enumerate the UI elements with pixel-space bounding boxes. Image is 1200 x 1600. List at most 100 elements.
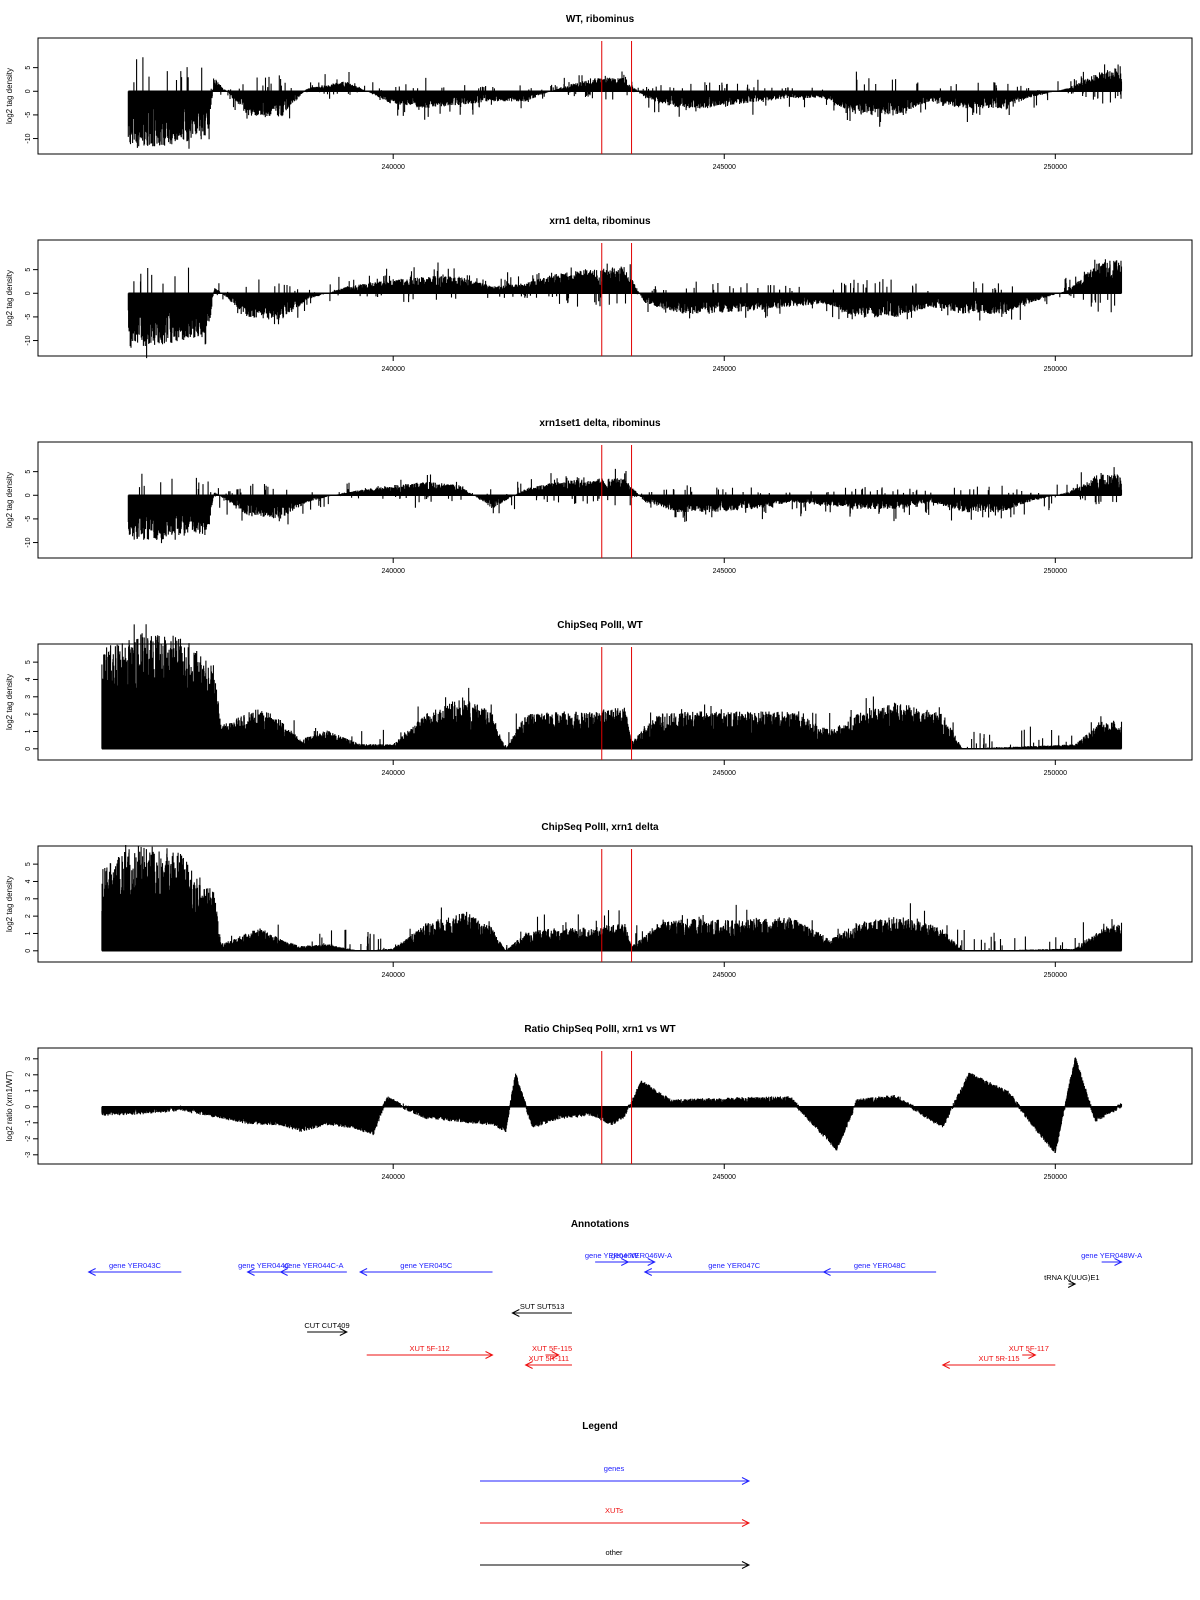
x-tick-label: 240000 [382, 1174, 405, 1181]
y-tick-label: 1 [25, 931, 32, 935]
arrowhead-icon [87, 1268, 96, 1276]
y-axis-label: log2 ratio (xrn1/WT) [5, 1070, 14, 1141]
y-tick-label: 1 [25, 729, 32, 733]
chart-title: Ratio ChipSeq PolII, xrn1 vs WT [524, 1024, 675, 1035]
feature-label: XUT 5F-115 [532, 1344, 572, 1353]
feature-gene: gene YER043C [87, 1261, 182, 1276]
chart-panel-4: ChipSeq PolII, WT log2 tag density 0 1 2 3 4 5 2… [5, 620, 1193, 777]
y-tick-label: 0 [25, 89, 32, 93]
y-axis-label: log2 tag density [5, 876, 14, 932]
arrowhead-icon [647, 1258, 656, 1266]
plot-frame [37, 441, 1193, 559]
arrowhead-icon [643, 1268, 653, 1276]
y-tick-label: 4 [25, 677, 32, 681]
x-tick-label: 245000 [713, 366, 736, 373]
y-axis-label: log2 tag density [5, 270, 14, 326]
arrowhead-icon [621, 1258, 630, 1266]
chart-panel-1: WT, ribominus log2 tag density -10 -5 0 5 2400… [5, 14, 1193, 171]
chart-title: xrn1set1 delta, ribominus [539, 418, 661, 429]
x-tick-label: 240000 [382, 770, 405, 777]
y-tick-label: 3 [25, 897, 32, 901]
feature-gene: gene YER044C-A [279, 1261, 347, 1276]
plot-frame [37, 1047, 1193, 1165]
arrowhead-icon [822, 1268, 831, 1276]
legend-label: other [605, 1548, 623, 1557]
feature-xut: XUT 5F-117 [1009, 1344, 1049, 1359]
x-tick-label: 240000 [382, 366, 405, 373]
arrowhead-icon [741, 1519, 751, 1527]
feature-label: gene YER046W-A [611, 1251, 672, 1260]
feature-other: tRNA K(UUG)E1 [1044, 1273, 1100, 1288]
y-tick-label: 2 [25, 914, 32, 918]
x-tick-label: 245000 [713, 1174, 736, 1181]
chart-panel-5: ChipSeq PolII, xrn1 delta log2 tag densit… [5, 822, 1193, 979]
y-tick-label: 2 [25, 712, 32, 716]
signal-bars [101, 624, 1123, 749]
signal-bars [101, 845, 1123, 951]
y-tick-label: -1 [25, 1120, 32, 1126]
y-tick-label: 4 [25, 879, 32, 883]
feature-gene: gene YER046W-A [611, 1251, 672, 1266]
legend-item: XUTs [480, 1506, 751, 1527]
arrowhead-icon [741, 1561, 751, 1569]
arrowhead-icon [1028, 1351, 1037, 1359]
y-tick-label: 0 [25, 291, 32, 295]
feature-xut: XUT 5R-111 [524, 1354, 572, 1369]
signal-bars [101, 1057, 1123, 1153]
feature-label: gene YER047C [708, 1261, 761, 1270]
y-tick-label: 1 [25, 1089, 32, 1093]
y-tick-label: 2 [25, 1073, 32, 1077]
chart-panel-3: xrn1set1 delta, ribominus log2 tag densit… [5, 418, 1193, 575]
x-tick-label: 245000 [713, 568, 736, 575]
feature-other: SUT SUT513 [511, 1302, 572, 1317]
legend-title: Legend [582, 1421, 618, 1432]
x-tick-label: 250000 [1044, 164, 1067, 171]
y-tick-label: -5 [25, 314, 32, 320]
arrowhead-icon [339, 1328, 348, 1336]
x-tick-label: 250000 [1044, 770, 1067, 777]
feature-xut: XUT 5R-115 [941, 1354, 1056, 1369]
arrowhead-icon [279, 1268, 288, 1276]
feature-label: XUT 5F-112 [410, 1344, 450, 1353]
chart-title: xrn1 delta, ribominus [549, 216, 651, 227]
y-tick-label: 3 [25, 695, 32, 699]
legend-item: genes [480, 1464, 751, 1485]
x-tick-label: 250000 [1044, 366, 1067, 373]
y-tick-label: -5 [25, 112, 32, 118]
arrowhead-icon [551, 1351, 560, 1359]
feature-label: gene YER048W-A [1081, 1251, 1142, 1260]
arrowhead-icon [358, 1268, 368, 1276]
y-tick-label: 0 [25, 949, 32, 953]
y-tick-label: -5 [25, 516, 32, 522]
feature-label: CUT CUT409 [304, 1321, 349, 1330]
feature-label: XUT 5R-111 [529, 1354, 569, 1363]
feature-label: XUT 5F-117 [1009, 1344, 1049, 1353]
annotations-title: Annotations [571, 1219, 630, 1230]
feature-gene: gene YER048C [822, 1261, 937, 1276]
y-tick-label: 0 [25, 493, 32, 497]
y-tick-label: -2 [25, 1136, 32, 1142]
chart-title: WT, ribominus [566, 14, 635, 25]
arrowhead-icon [1067, 1280, 1077, 1288]
y-tick-label: 5 [25, 66, 32, 70]
y-tick-label: 5 [25, 660, 32, 664]
legend-item: other [480, 1548, 751, 1569]
y-tick-label: -10 [25, 335, 32, 345]
feature-label: gene YER045C [400, 1261, 453, 1270]
arrowhead-icon [741, 1477, 751, 1485]
x-tick-label: 250000 [1044, 1174, 1067, 1181]
x-tick-label: 245000 [713, 164, 736, 171]
feature-gene: gene YER047C [643, 1261, 824, 1276]
feature-xut: XUT 5F-115 [532, 1344, 572, 1359]
feature-label: gene YER044C [238, 1261, 291, 1270]
feature-label: tRNA K(UUG)E1 [1044, 1273, 1099, 1282]
arrowhead-icon [511, 1309, 520, 1317]
feature-label: gene YER046W [585, 1251, 640, 1260]
x-tick-label: 240000 [382, 164, 405, 171]
y-tick-label: 0 [25, 747, 32, 751]
y-tick-label: 0 [25, 1105, 32, 1109]
y-tick-label: 3 [25, 1057, 32, 1061]
arrowhead-icon [524, 1361, 533, 1369]
signal-bars [127, 259, 1123, 359]
